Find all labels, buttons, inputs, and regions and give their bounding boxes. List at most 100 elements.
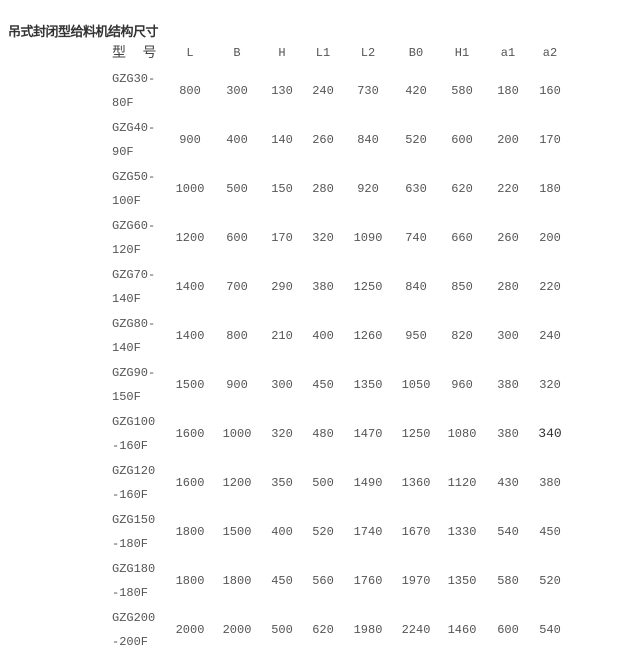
value-cell: 1200: [222, 475, 252, 490]
value-cell: 1500: [222, 524, 252, 539]
value-cell: 150: [271, 181, 293, 196]
table-row: GZG100 -160F 1600 1000 320 480 1470 1250 1080 38…: [105, 409, 569, 458]
value-cell: 1800: [175, 524, 205, 539]
value-cell: 420: [405, 83, 427, 98]
value-cell: 1080: [447, 426, 477, 441]
model-cell: GZG40- 90F: [112, 120, 156, 159]
value-cell: 540: [539, 622, 561, 637]
value-cell: 130: [271, 83, 293, 98]
model-cell: GZG150 -180F: [112, 512, 156, 551]
model-cell: GZG90- 150F: [112, 365, 156, 404]
value-cell: 280: [312, 181, 334, 196]
page-title: 吊式封闭型给料机结构尺寸: [8, 25, 159, 40]
value-cell: 1400: [175, 328, 205, 343]
value-cell: 1250: [353, 279, 383, 294]
column-header: H1: [454, 46, 470, 60]
value-cell: 380: [312, 279, 334, 294]
value-cell: 200: [497, 132, 519, 147]
value-cell: 400: [271, 524, 293, 539]
value-cell: 1120: [447, 475, 477, 490]
value-cell: 920: [357, 181, 379, 196]
value-cell: 450: [539, 524, 561, 539]
value-cell: 1400: [175, 279, 205, 294]
value-cell: 580: [451, 83, 473, 98]
model-cell: GZG80- 140F: [112, 316, 156, 355]
model-cell: GZG70- 140F: [112, 267, 156, 306]
value-cell: 210: [271, 328, 293, 343]
value-cell: 350: [271, 475, 293, 490]
table-row: GZG60- 120F 1200 600 170 320 1090 740 660 260 200: [105, 213, 569, 262]
value-cell: 620: [451, 181, 473, 196]
value-cell: 540: [497, 524, 519, 539]
value-cell: 600: [451, 132, 473, 147]
value-cell: 430: [497, 475, 519, 490]
value-cell: 260: [497, 230, 519, 245]
value-cell: 1600: [175, 426, 205, 441]
table-row: GZG70- 140F 1400 700 290 380 1250 840 850 280 220: [105, 262, 569, 311]
dimensions-table: 型 号 L B H L1 L2 B0 H1 a1 a2 GZG30- 80F 800 300 130 240…: [105, 40, 569, 654]
model-cell: GZG60- 120F: [112, 218, 156, 257]
value-cell: 170: [539, 132, 561, 147]
value-cell: 500: [271, 622, 293, 637]
value-cell: 400: [226, 132, 248, 147]
value-cell: 1490: [353, 475, 383, 490]
value-cell: 1090: [353, 230, 383, 245]
value-cell: 450: [271, 573, 293, 588]
value-cell: 520: [539, 573, 561, 588]
value-cell: 1050: [401, 377, 431, 392]
model-cell: GZG120 -160F: [112, 463, 156, 502]
table-row: GZG120 -160F 1600 1200 350 500 1490 1360 1120 43…: [105, 458, 569, 507]
value-cell: 1800: [222, 573, 252, 588]
column-header: L1: [315, 46, 331, 60]
table-row: GZG80- 140F 1400 800 210 400 1260 950 820 300 240: [105, 311, 569, 360]
value-cell: 2240: [401, 622, 431, 637]
value-cell: 240: [312, 83, 334, 98]
value-cell: 2000: [175, 622, 205, 637]
value-cell: 1000: [222, 426, 252, 441]
value-cell: 450: [312, 377, 334, 392]
value-cell: 850: [451, 279, 473, 294]
value-cell: 560: [312, 573, 334, 588]
model-cell: GZG30- 80F: [112, 71, 156, 110]
column-header: L2: [360, 46, 376, 60]
value-cell: 380: [539, 475, 561, 490]
table-row: GZG180 -180F 1800 1800 450 560 1760 1970 1350 58…: [105, 556, 569, 605]
value-cell: 1000: [175, 181, 205, 196]
value-cell: 620: [312, 622, 334, 637]
value-cell: 320: [539, 377, 561, 392]
table-row: GZG40- 90F 900 400 140 260 840 520 600 200 170: [105, 115, 569, 164]
value-cell: 340: [538, 426, 562, 441]
value-cell: 1600: [175, 475, 205, 490]
header-row: 型 号 L B H L1 L2 B0 H1 a1 a2: [105, 40, 569, 66]
value-cell: 260: [312, 132, 334, 147]
value-cell: 300: [271, 377, 293, 392]
value-cell: 1200: [175, 230, 205, 245]
value-cell: 300: [497, 328, 519, 343]
value-cell: 180: [539, 181, 561, 196]
column-header: H: [278, 46, 286, 60]
value-cell: 1350: [353, 377, 383, 392]
value-cell: 380: [497, 426, 519, 441]
value-cell: 900: [179, 132, 201, 147]
value-cell: 800: [179, 83, 201, 98]
value-cell: 740: [405, 230, 427, 245]
value-cell: 820: [451, 328, 473, 343]
value-cell: 1670: [401, 524, 431, 539]
model-cell: GZG100 -160F: [112, 414, 156, 453]
column-header: a1: [500, 46, 516, 60]
value-cell: 660: [451, 230, 473, 245]
column-header: 型 号: [112, 45, 163, 61]
value-cell: 200: [539, 230, 561, 245]
value-cell: 160: [539, 83, 561, 98]
value-cell: 320: [312, 230, 334, 245]
value-cell: 1360: [401, 475, 431, 490]
value-cell: 700: [226, 279, 248, 294]
table-row: GZG200 -200F 2000 2000 500 620 1980 2240 1460 60…: [105, 605, 569, 654]
value-cell: 480: [312, 426, 334, 441]
value-cell: 1460: [447, 622, 477, 637]
table-row: GZG150 -180F 1800 1500 400 520 1740 1670 1330 54…: [105, 507, 569, 556]
value-cell: 500: [226, 181, 248, 196]
model-cell: GZG200 -200F: [112, 610, 156, 649]
value-cell: 220: [497, 181, 519, 196]
column-header: B0: [408, 46, 424, 60]
